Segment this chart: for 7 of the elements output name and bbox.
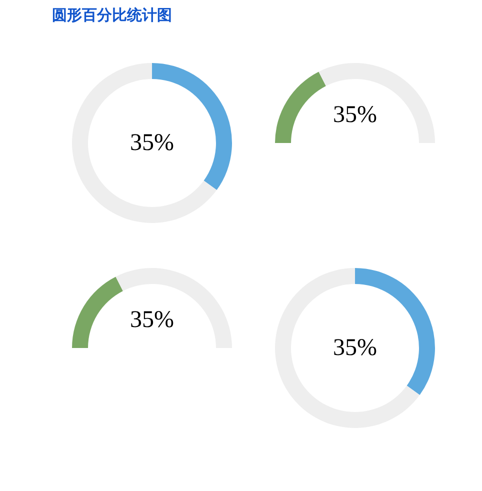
text: 35% — [333, 335, 377, 361]
text: 35% — [130, 307, 174, 333]
donut-slice — [275, 268, 420, 428]
donut-slice — [72, 63, 217, 223]
text: 35% — [333, 102, 377, 128]
text: 35% — [130, 130, 174, 156]
chart-title: 圆形百分比统计图 — [52, 6, 172, 24]
